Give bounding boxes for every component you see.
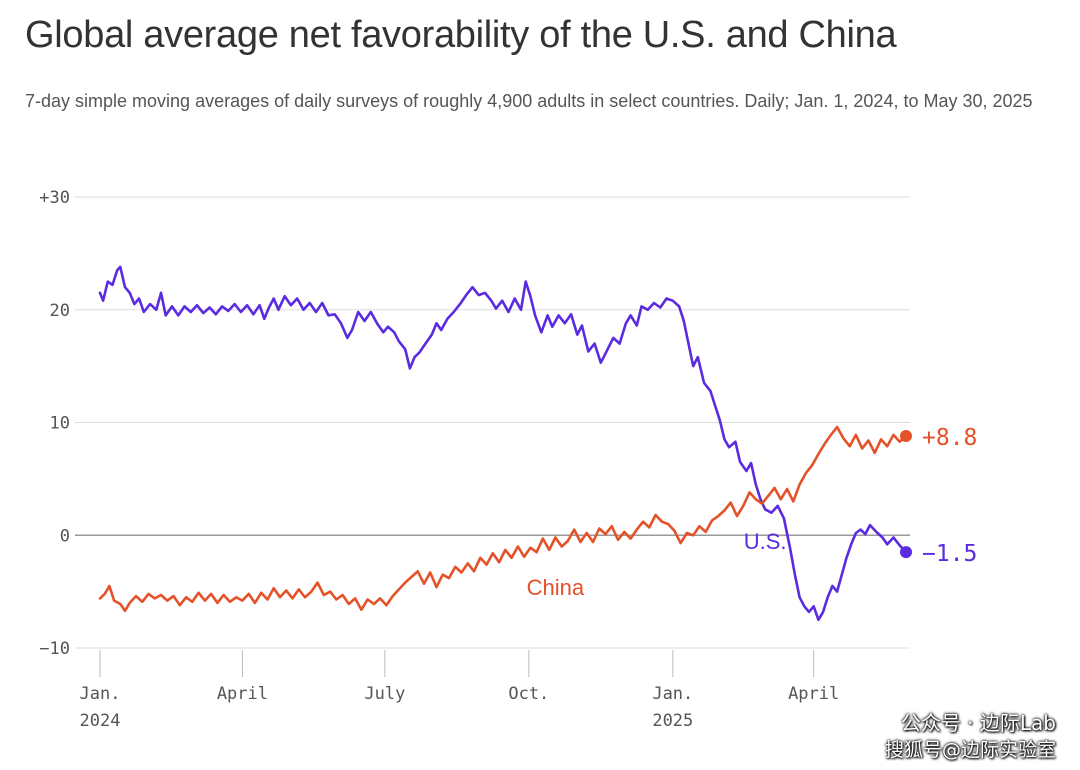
china-end-value-label: +8.8 <box>922 425 977 451</box>
y-tick-label: −10 <box>39 639 70 659</box>
y-tick-label: 10 <box>50 414 70 434</box>
x-tick-label: Jan. <box>80 684 121 704</box>
x-tick-year-label: 2025 <box>652 711 693 731</box>
x-tick-label: Oct. <box>508 684 549 704</box>
series-lines <box>98 265 912 622</box>
series-labels: −1.5 +8.8 U.S. China <box>527 425 978 600</box>
x-tick-label: July <box>364 684 405 704</box>
us-end-dot <box>900 546 912 559</box>
us-series-line <box>98 265 908 622</box>
watermark-account: 公众号 · 边际Lab <box>900 711 1056 735</box>
y-tick-label: 0 <box>60 526 70 546</box>
gridlines <box>75 196 910 649</box>
chart-title: Global average net favorability of the U… <box>25 14 897 56</box>
x-tick-year-label: 2024 <box>80 711 121 731</box>
us-series-name-label: U.S. <box>744 529 787 554</box>
us-end-value-label: −1.5 <box>922 541 977 567</box>
china-series-line <box>98 425 908 613</box>
x-axis: Jan. 2024 April July Oct. Jan. 2025 April <box>80 650 839 731</box>
y-tick-label: +30 <box>39 188 70 208</box>
y-axis: +30 20 10 0 −10 <box>39 188 70 659</box>
x-tick-label: April <box>217 684 268 704</box>
chart-subtitle: 7-day simple moving averages of daily su… <box>25 91 1033 111</box>
x-tick-label: Jan. <box>652 684 693 704</box>
watermark-source: 搜狐号@边际实验室 <box>884 739 1056 761</box>
y-tick-label: 20 <box>50 301 70 321</box>
x-tick-label: April <box>788 684 839 704</box>
china-series-name-label: China <box>527 575 585 600</box>
china-end-dot <box>900 430 912 443</box>
